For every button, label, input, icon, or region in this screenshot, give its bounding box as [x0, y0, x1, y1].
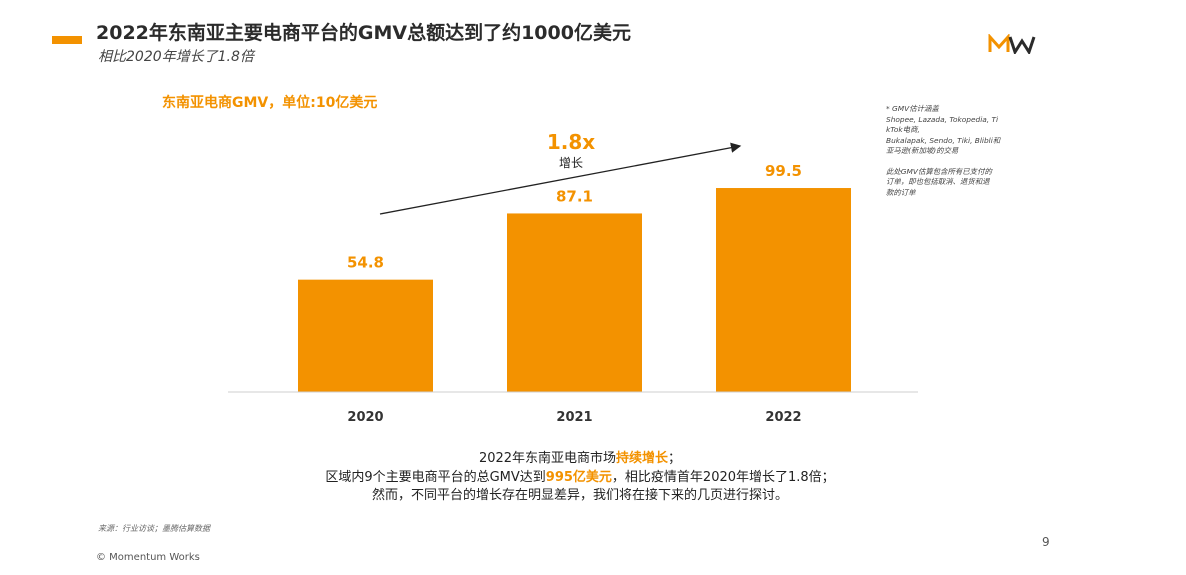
summary-line-1: 2022年东南亚电商市场持续增长；	[478, 451, 682, 466]
note-line: Bukalapak, Sendo, Tiki, Blibli和	[886, 135, 1001, 145]
momentum-works-logo: MW	[988, 34, 1036, 54]
note-line: 亚马逊(新加坡)的交易	[886, 146, 959, 155]
bar-2020	[298, 279, 433, 392]
page-number: 9	[1042, 535, 1050, 549]
x-tick-label-2021: 2021	[556, 410, 592, 425]
page-subtitle: 相比2020年增长了1.8倍	[98, 49, 254, 65]
source-note: 来源：行业访谈；墨腾估算数据	[98, 524, 210, 533]
chart-unit-label: 东南亚电商GMV，单位:10亿美元	[162, 95, 378, 111]
growth-value: 1.8x	[547, 130, 595, 154]
data-label-2022: 99.5	[765, 162, 802, 180]
note-line: 此处GMV估算包含所有已支付的	[886, 166, 992, 176]
growth-arrow	[379, 142, 742, 215]
summary-line-3: 然而，不同平台的增长存在明显差异，我们将在接下来的几页进行探讨。	[371, 488, 788, 503]
growth-label: 增长	[559, 156, 583, 170]
copyright: © Momentum Works	[96, 552, 200, 563]
page-title: 2022年东南亚主要电商平台的GMV总额达到了约1000亿美元	[96, 22, 631, 44]
data-label-2020: 54.8	[347, 254, 384, 272]
note-line: * GMV估计涵盖	[886, 104, 939, 113]
summary-line-2: 区域内9个主要电商平台的总GMV达到995亿美元，相比疫情首年2020年增长了1…	[325, 469, 835, 485]
bar-2021	[507, 213, 642, 392]
note-line: kTok电商,	[886, 125, 920, 134]
summary-highlight: 持续增长	[616, 451, 669, 466]
summary-text: 2022年东南亚电商市场持续增长； 区域内9个主要电商平台的总GMV达到995亿…	[220, 450, 940, 506]
x-tick-label-2022: 2022	[765, 410, 801, 425]
bar-2022	[716, 188, 851, 392]
gmv-footnote: * GMV估计涵盖 Shopee, Lazada, Tokopedia, Ti …	[886, 104, 1036, 198]
x-tick-label-2020: 2020	[347, 410, 383, 425]
title-accent-bar	[52, 36, 82, 44]
note-line: 款的订单	[886, 187, 916, 197]
note-line: 订单，即也包括取消、退货和退	[886, 177, 990, 186]
data-label-2021: 87.1	[556, 187, 593, 205]
note-line: Shopee, Lazada, Tokopedia, Ti	[886, 114, 999, 124]
summary-highlight: 995亿美元	[545, 469, 612, 485]
